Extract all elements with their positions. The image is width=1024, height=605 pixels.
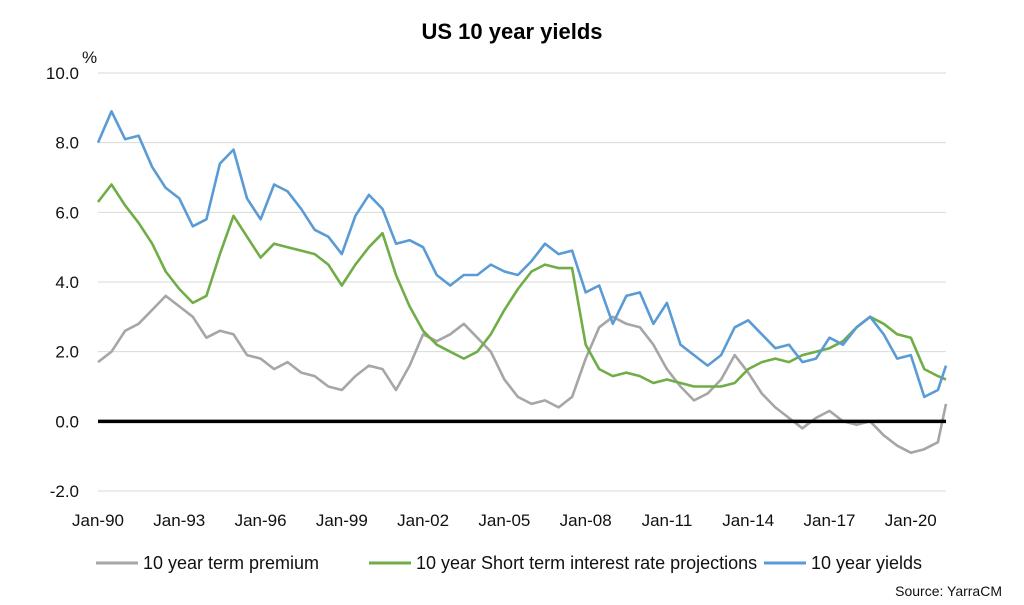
legend: 10 year term premium 10 year Short term i… — [96, 553, 922, 573]
series-lines — [96, 110, 948, 455]
y-tick-label: 10.0 — [46, 64, 79, 83]
x-axis-ticks: Jan-90 Jan-93 Jan-96 Jan-99 Jan-02 Jan-05 Jan-… — [72, 511, 937, 530]
x-tick-label: Jan-08 — [560, 511, 612, 530]
x-tick-label: Jan-11 — [642, 511, 693, 530]
series-line — [96, 110, 948, 399]
chart-title: US 10 year yields — [421, 19, 602, 44]
y-tick-label: 6.0 — [55, 203, 79, 222]
legend-label: 10 year term premium — [143, 553, 319, 573]
x-tick-label: Jan-93 — [153, 511, 205, 530]
series-line — [97, 294, 948, 455]
x-tick-label: Jan-99 — [316, 511, 368, 530]
legend-label: 10 year yields — [811, 553, 922, 573]
y-tick-label: 0.0 — [55, 412, 79, 431]
source-note: Source: YarraCM — [895, 583, 1002, 599]
y-tick-label: -2.0 — [50, 482, 79, 501]
x-tick-label: Jan-96 — [235, 511, 287, 530]
x-tick-label: Jan-02 — [397, 511, 449, 530]
x-tick-label: Jan-20 — [885, 511, 937, 530]
x-tick-label: Jan-05 — [478, 511, 530, 530]
y-axis-unit-label: % — [82, 48, 97, 67]
x-tick-label: Jan-17 — [804, 511, 856, 530]
y-tick-label: 2.0 — [55, 343, 79, 362]
x-tick-label: Jan-90 — [72, 511, 124, 530]
x-tick-label: Jan-14 — [722, 511, 774, 530]
legend-label: 10 year Short term interest rate project… — [416, 553, 757, 573]
y-tick-label: 4.0 — [55, 273, 79, 292]
y-axis-ticks: 10.0 8.0 6.0 4.0 2.0 0.0 -2.0 — [46, 64, 79, 501]
series-line — [96, 183, 947, 388]
y-tick-label: 8.0 — [55, 134, 79, 153]
